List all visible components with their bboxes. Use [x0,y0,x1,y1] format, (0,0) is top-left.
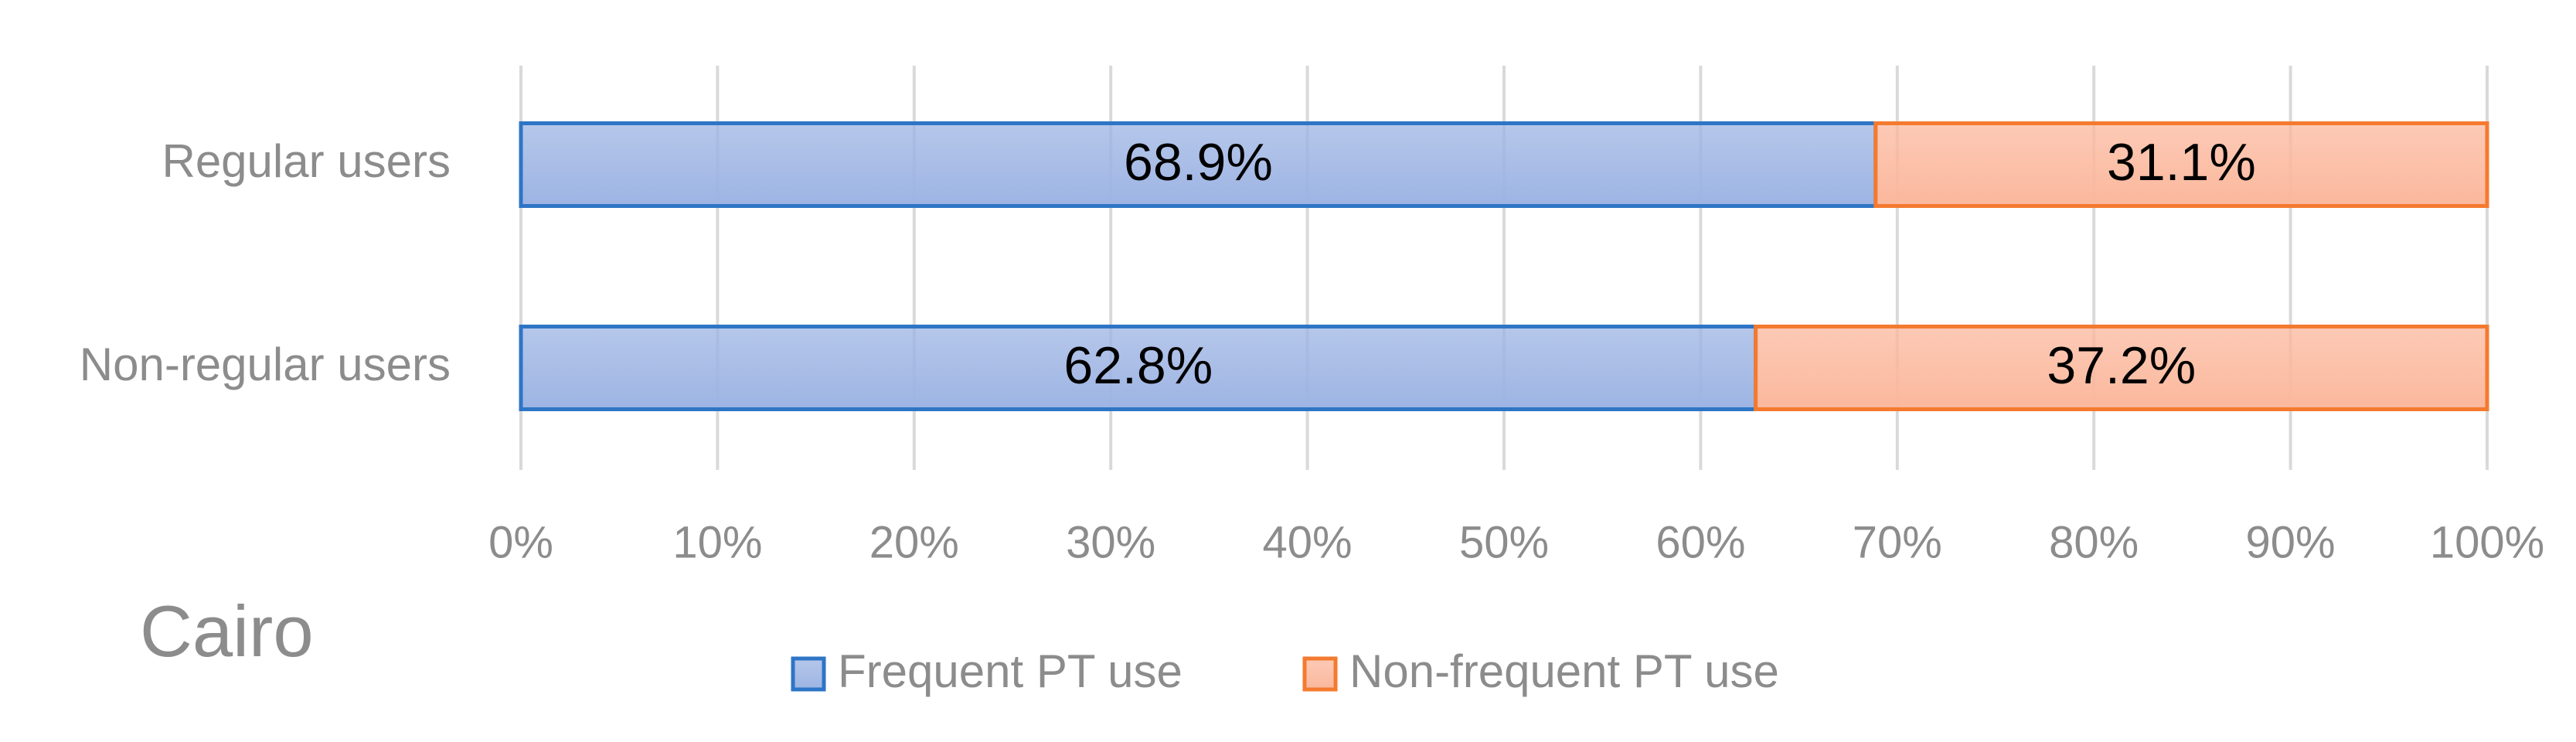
y-tick-label: Non-regular users [80,339,451,390]
chart-title: Cairo [140,591,314,672]
bar-segment [1754,325,2489,411]
legend-swatch [791,656,826,692]
data-label: 37.2% [2047,336,2196,395]
data-label: 62.8% [1063,336,1213,395]
y-tick-label: Regular users [162,135,451,187]
x-tick-label: 0% [488,517,553,567]
data-label: 31.1% [2107,133,2256,192]
x-tick-label: 60% [1656,517,1745,567]
x-tick-label: 70% [1853,517,1942,567]
bar-segment [519,121,1878,208]
x-tick-label: 40% [1263,517,1353,567]
x-tick-label: 10% [672,517,762,567]
legend-label: Non-frequent PT use [1349,645,1779,697]
data-label: 68.9% [1124,133,1273,192]
legend-swatch [1302,656,1338,692]
bar-segment [1873,121,2489,208]
x-tick-label: 50% [1459,517,1549,567]
x-tick-label: 80% [2049,517,2139,567]
x-tick-label: 20% [869,517,959,567]
legend-label: Frequent PT use [838,645,1183,697]
x-tick-label: 100% [2430,517,2544,567]
x-tick-label: 30% [1066,517,1155,567]
x-tick-label: 90% [2246,517,2336,567]
